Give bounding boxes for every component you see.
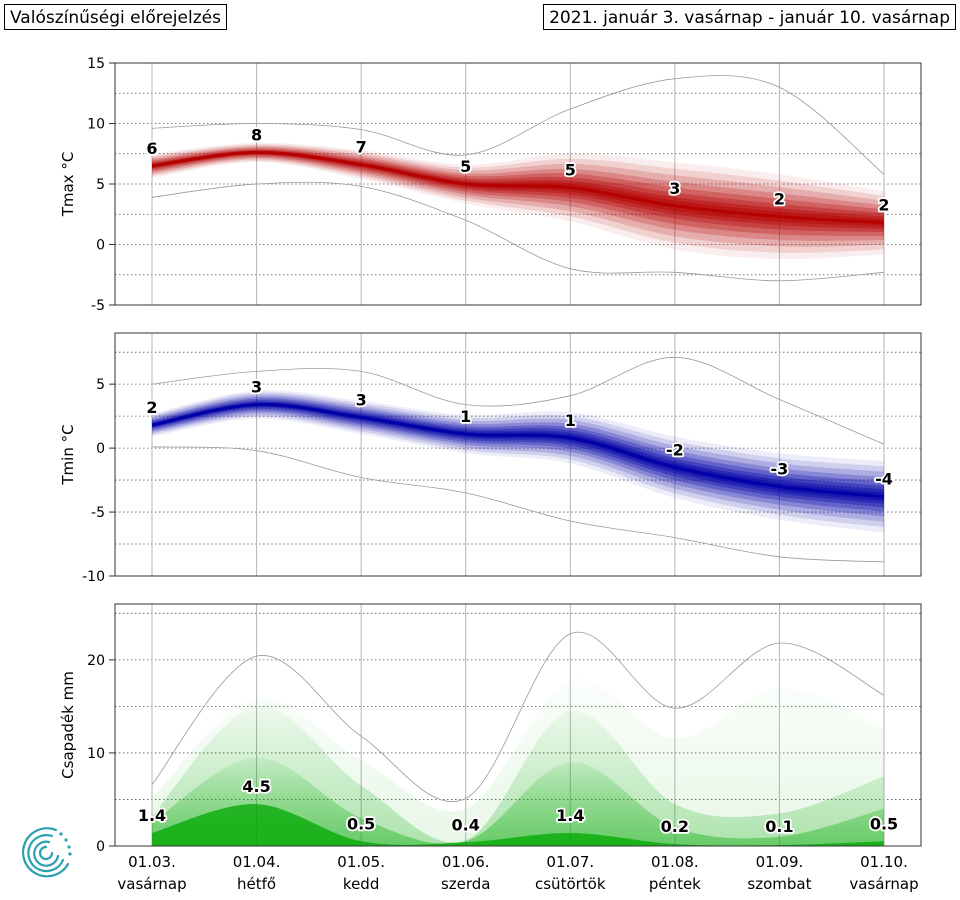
forecast-period: 2021. január 3. vasárnap - január 10. va… <box>543 4 956 30</box>
fan-band <box>152 144 884 253</box>
precip-band-median <box>152 804 884 846</box>
y-tick-label: 0 <box>96 441 105 457</box>
panel-frame <box>114 603 922 847</box>
value-label: 4.5 <box>242 777 270 796</box>
x-tick-day: vasárnap <box>117 875 186 893</box>
value-label: 1.4 <box>556 806 584 825</box>
value-label: 3 <box>251 378 262 397</box>
y-tick-label: -5 <box>91 505 105 521</box>
x-tick-day: kedd <box>343 875 379 893</box>
y-tick-label: -10 <box>82 569 105 585</box>
chart-title: Valószínűségi előrejelzés <box>4 4 227 30</box>
y-axis-label: Tmax °C <box>59 152 77 218</box>
y-tick-label: -5 <box>91 298 105 314</box>
x-tick-day: hétfő <box>237 875 276 893</box>
chart-panel-1: -5 0 5 10 15 Tmax °C 6 8 7 5 5 3 2 2 <box>59 56 922 314</box>
chart-panel-2: -10 -5 0 5 Tmin °C 2 3 3 1 1 -2 -3 -4 <box>59 332 922 585</box>
min-envelope-line <box>151 181 885 282</box>
value-label: 0.5 <box>347 814 375 833</box>
median-line <box>151 402 885 499</box>
x-tick-day: csütörtök <box>535 875 606 893</box>
plot-area <box>151 631 885 846</box>
fan-band <box>152 145 884 247</box>
fan-band <box>152 149 884 233</box>
max-envelope-line <box>151 631 885 803</box>
fan-band <box>152 396 884 517</box>
x-tick-date: 01.08. <box>651 853 699 871</box>
value-label: 0.1 <box>765 817 793 836</box>
y-tick-label: 5 <box>96 177 105 193</box>
y-tick-label: 5 <box>96 377 105 393</box>
x-tick-date: 01.10. <box>860 853 908 871</box>
value-label: 3 <box>356 390 367 409</box>
value-label: 0.5 <box>870 814 898 833</box>
value-label: -2 <box>666 440 684 459</box>
value-label: 7 <box>356 138 367 157</box>
max-envelope-line <box>151 356 885 445</box>
max-envelope-line <box>151 75 885 175</box>
x-tick-date: 01.06. <box>442 853 490 871</box>
x-tick-day: vasárnap <box>849 875 918 893</box>
swirl-logo-icon <box>22 827 72 878</box>
fan-band <box>152 402 884 501</box>
fan-band <box>152 392 884 528</box>
fan-band <box>152 148 884 236</box>
x-tick-date: 01.04. <box>233 853 281 871</box>
y-tick-label: 0 <box>96 238 105 254</box>
x-tick-date: 01.05. <box>337 853 385 871</box>
value-label: 5 <box>460 157 471 176</box>
fan-band <box>152 147 884 241</box>
panel-frame <box>114 332 922 577</box>
y-tick-label: 20 <box>87 653 105 669</box>
value-label: 1 <box>460 407 471 426</box>
y-axis-label: Csapadék mm <box>59 671 77 779</box>
fan-band <box>152 394 884 522</box>
value-label: 3 <box>669 179 680 198</box>
value-label: 2 <box>774 190 785 209</box>
value-label: 1 <box>565 411 576 430</box>
value-label: 0.4 <box>452 815 480 834</box>
fan-band <box>152 401 884 504</box>
y-axis-label: Tmin °C <box>59 424 77 485</box>
value-label: -4 <box>875 470 893 489</box>
x-tick-date: 01.09. <box>756 853 804 871</box>
x-tick-day: szombat <box>747 875 811 893</box>
min-envelope-line <box>151 446 885 563</box>
x-tick-day: péntek <box>649 875 701 893</box>
median-line <box>151 150 885 225</box>
value-label: 5 <box>565 161 576 180</box>
x-tick-day: szerda <box>441 875 491 893</box>
y-tick-label: 15 <box>87 56 105 72</box>
fan-band <box>152 142 884 260</box>
value-label: 8 <box>251 126 262 145</box>
fan-band <box>152 390 884 533</box>
value-label: -3 <box>771 459 789 478</box>
fan-band <box>152 400 884 508</box>
value-label: 1.4 <box>138 806 166 825</box>
value-labels: 2 3 3 1 1 -2 -3 -4 <box>145 376 895 491</box>
x-tick-date: 01.03. <box>128 853 176 871</box>
value-label: 6 <box>146 139 157 158</box>
y-tick-label: 0 <box>96 839 105 855</box>
y-tick-label: 10 <box>87 746 105 762</box>
value-label: 2 <box>146 398 157 417</box>
fan-band <box>152 398 884 512</box>
y-tick-label: 10 <box>87 117 105 133</box>
precip-band-p75 <box>152 757 884 846</box>
value-label: 0.2 <box>661 817 689 836</box>
x-tick-date: 01.07. <box>546 853 594 871</box>
chart-panel-3: 0 10 20 Csapadék mm 1.4 4.5 0.5 0.4 1.4 0.2 0.1 0.5 <box>59 603 922 855</box>
value-label: 2 <box>878 196 889 215</box>
value-labels: 1.4 4.5 0.5 0.4 1.4 0.2 0.1 0.5 <box>136 775 900 837</box>
plot-area <box>151 75 885 282</box>
plot-area <box>151 356 885 563</box>
x-axis: 01.03. vasárnap 01.04. hétfő 01.05. kedd 01.06… <box>117 853 918 893</box>
value-labels: 6 8 7 5 5 3 2 2 <box>145 124 892 217</box>
